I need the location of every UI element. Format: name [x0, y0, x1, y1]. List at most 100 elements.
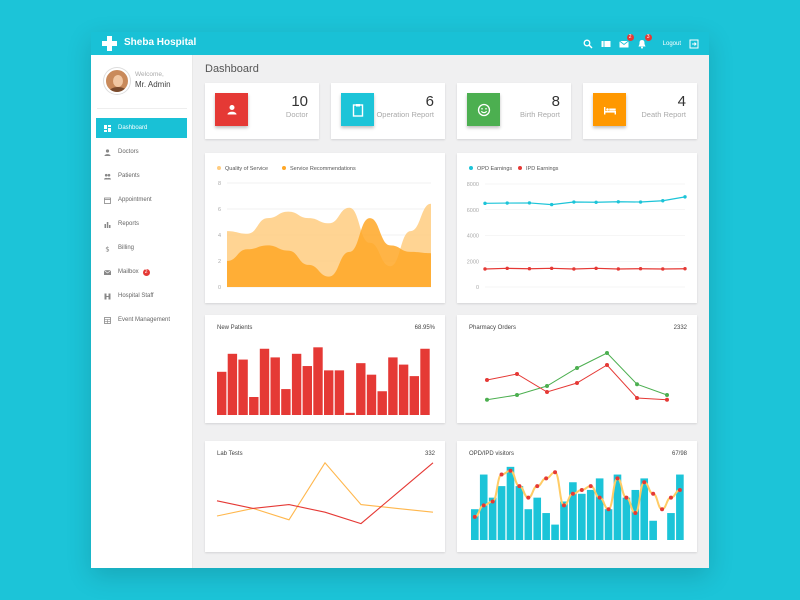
- data-point: [668, 495, 673, 500]
- data-point: [683, 267, 687, 271]
- hospital-cross-icon: [102, 36, 117, 51]
- stat-value: 10: [291, 93, 308, 110]
- data-point: [651, 491, 656, 496]
- data-point: [485, 397, 489, 402]
- data-point: [549, 266, 554, 271]
- bar: [334, 370, 345, 415]
- search-icon[interactable]: [583, 39, 593, 49]
- data-point: [553, 470, 558, 475]
- data-point: [570, 491, 575, 496]
- line-series-1: [486, 352, 668, 401]
- stat-card-operation-report[interactable]: 6 Operation Report: [331, 83, 445, 139]
- data-point: [665, 397, 669, 402]
- data-point: [579, 487, 584, 492]
- sidebar-item-mailbox[interactable]: Mailbox 2: [96, 262, 187, 282]
- bar: [506, 466, 515, 540]
- data-point: [615, 476, 620, 481]
- bar: [409, 376, 419, 415]
- data-point: [490, 499, 495, 504]
- data-point: [515, 372, 519, 376]
- sidebar-item-label: Mailbox: [118, 269, 139, 275]
- bar: [667, 513, 675, 540]
- data-point: [515, 393, 519, 397]
- chart-svg: 0 2 4 6 8 Quality of Service Service Recommend…: [217, 166, 431, 291]
- mailbox-badge: 2: [142, 268, 150, 276]
- bar: [217, 371, 227, 415]
- data-point: [605, 351, 609, 355]
- stat-card-birth-report[interactable]: 8 Birth Report: [457, 83, 571, 139]
- sidebar-item-dashboard[interactable]: Dashboard: [96, 118, 187, 138]
- bar: [551, 524, 559, 540]
- bar: [388, 357, 398, 415]
- bar: [560, 501, 568, 540]
- bar: [649, 520, 657, 540]
- sidebar-item-label: Appointment: [118, 197, 152, 203]
- user-name: Mr. Admin: [135, 80, 171, 89]
- bar: [533, 497, 542, 540]
- sidebar-item-hospital-staff[interactable]: Hospital Staff: [96, 286, 187, 306]
- mail-icon: [104, 269, 111, 276]
- bed-icon: [593, 93, 626, 126]
- sidebar-item-billing[interactable]: $ Billing: [96, 238, 187, 258]
- stat-value: 4: [677, 93, 686, 110]
- bar: [238, 359, 248, 415]
- stat-card-death-report[interactable]: 4 Death Report: [583, 83, 697, 139]
- card-title: Pharmacy Orders: [469, 325, 517, 331]
- line-series-2: [484, 267, 686, 270]
- sidebar-item-appointment[interactable]: Appointment: [96, 190, 187, 210]
- quality-service-chart-card: 0 2 4 6 8 Quality of Service Service Recommend…: [205, 153, 445, 303]
- card-summary: 332: [424, 451, 435, 457]
- bar: [622, 497, 631, 540]
- data-point: [517, 484, 522, 489]
- logout-icon[interactable]: [689, 39, 699, 49]
- y-tick-label: 2: [218, 259, 221, 265]
- sidebar-item-patients[interactable]: Patients: [96, 166, 187, 186]
- chart-svg: 0 2000 4000 6000 8000 OPD Earnings IPD Earning…: [467, 166, 687, 291]
- bar: [524, 509, 533, 540]
- data-point: [472, 514, 477, 519]
- legend-label: Service Recommendations: [290, 166, 356, 172]
- logout-link[interactable]: Logout: [662, 40, 681, 47]
- avatar[interactable]: [104, 68, 130, 94]
- sidebar-item-label: Patients: [118, 173, 140, 179]
- staff-icon: [104, 293, 111, 300]
- bell-badge: 3: [644, 33, 652, 41]
- data-point: [597, 495, 602, 500]
- y-tick-label: 2000: [467, 259, 479, 265]
- bar: [313, 347, 323, 415]
- legend-dot: [518, 166, 522, 170]
- data-point: [683, 195, 687, 199]
- earnings-chart-card: 0 2000 4000 6000 8000 OPD Earnings IPD Earning…: [457, 153, 697, 303]
- card-title: Lab Tests: [217, 451, 243, 457]
- stat-card-doctor[interactable]: 10 Doctor: [205, 83, 319, 139]
- clipboard-icon: [341, 93, 374, 126]
- sidebar-item-reports[interactable]: Reports: [96, 214, 187, 234]
- data-point: [638, 267, 643, 271]
- sidebar-item-event-management[interactable]: Event Management: [96, 310, 187, 330]
- sidebar-item-doctors[interactable]: Doctors: [96, 142, 187, 162]
- mail-icon[interactable]: 2: [618, 33, 634, 49]
- chart-svg: [485, 351, 669, 402]
- data-point: [508, 468, 513, 473]
- data-point: [635, 396, 639, 400]
- stat-label: Doctor: [285, 110, 308, 119]
- data-point: [638, 200, 643, 204]
- new-patients-card: New Patients 68.95%: [205, 315, 445, 423]
- data-point: [660, 507, 665, 512]
- stat-label: Death Report: [641, 110, 686, 119]
- data-point: [661, 267, 665, 271]
- bar: [345, 412, 355, 415]
- bar: [249, 397, 259, 415]
- bar: [640, 478, 649, 540]
- data-point: [527, 201, 532, 205]
- bar: [488, 497, 497, 540]
- pharmacy-orders-card: Pharmacy Orders 2332: [457, 315, 697, 423]
- data-point: [616, 267, 621, 271]
- bar: [270, 357, 280, 415]
- data-point: [549, 202, 554, 207]
- card-summary: 67/98: [671, 451, 687, 457]
- sidebar-item-label: Event Management: [118, 317, 171, 323]
- list-icon[interactable]: [601, 39, 611, 49]
- chart-svg: [471, 466, 684, 540]
- bell-icon[interactable]: 3: [637, 33, 652, 49]
